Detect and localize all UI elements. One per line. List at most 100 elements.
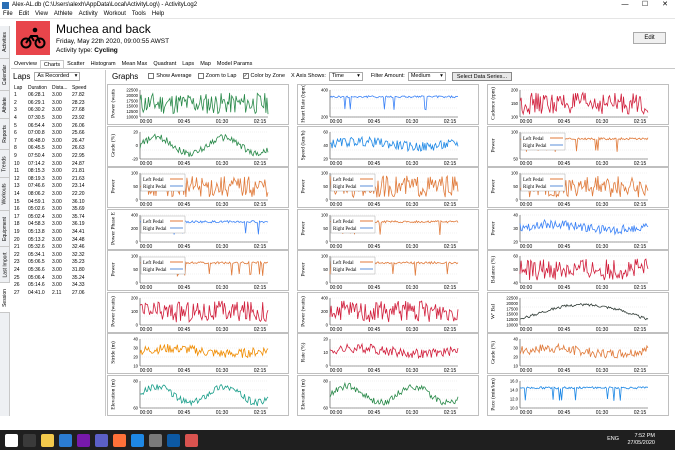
- tab-charts[interactable]: Charts: [39, 60, 65, 68]
- chart-panel[interactable]: Balance (%) 60 50 40 00:00 00:45 01:30 02:15: [487, 250, 669, 291]
- x-axis-select[interactable]: Time ▾: [328, 71, 363, 81]
- lap-row[interactable]: 15 04:59.1 3.00 36.10: [13, 198, 91, 206]
- chart-panel[interactable]: Power 100 50 0 00:00 00:45 01:30 02:15 Left Peda…: [297, 208, 479, 250]
- lap-row[interactable]: 24 05:36.6 3.00 31.80: [13, 267, 91, 275]
- menu-activity[interactable]: Activity: [78, 11, 98, 17]
- lap-row[interactable]: 5 06:54.4 3.00 26.06: [13, 122, 91, 130]
- sidebar-tab-equipment[interactable]: Equipment: [0, 211, 10, 247]
- chart-panel[interactable]: Grade (%) 20 0 -20 00:00 00:45 01:30 02:15: [107, 125, 289, 167]
- filter-select[interactable]: Medium ▾: [407, 71, 446, 81]
- lap-row[interactable]: 8 06:45.5 3.00 26.63: [13, 145, 91, 153]
- tab-laps[interactable]: Laps: [182, 61, 195, 67]
- zoom-to-lap-checkbox[interactable]: Zoom to Lap: [197, 73, 237, 79]
- sidebar-tab-reports[interactable]: Reports: [0, 119, 10, 150]
- chart-panel[interactable]: Power 100 50 0 00:00 00:45 01:30 02:15 Left Peda…: [297, 167, 479, 208]
- menu-workout[interactable]: Workout: [103, 11, 126, 17]
- task-view-icon[interactable]: [23, 433, 36, 447]
- chart-panel[interactable]: Power 100 50 0 00:00 00:45 01:30 02:15 Left Peda…: [487, 167, 669, 208]
- lap-row[interactable]: 10 07:14.2 3.00 24.87: [13, 160, 91, 168]
- select-data-series-button[interactable]: Select Data Series...: [451, 71, 512, 81]
- sidebar-tab-workouts[interactable]: Workouts: [0, 178, 10, 211]
- chart-panel[interactable]: Stride (m) 40 30 20 10 00:00 00:45 01:30 02:15: [107, 333, 289, 374]
- lap-row[interactable]: 14 08:06.2 3.00 22.20: [13, 191, 91, 199]
- lap-row[interactable]: 19 05:13.8 3.00 34.41: [13, 229, 91, 237]
- lap-row[interactable]: 16 05:02.6 3.00 35.69: [13, 206, 91, 214]
- lap-row[interactable]: 1 06:28.1 3.00 27.82: [13, 92, 91, 100]
- sidebar-tab-athlete[interactable]: Athlete: [0, 91, 10, 119]
- chart-panel[interactable]: W' Bal 22500 20000 17500 15000 12500 10000 00:0…: [487, 291, 669, 333]
- tab-overview[interactable]: Overview: [14, 61, 37, 67]
- lap-row[interactable]: 27 04:41.0 2.11 27.06: [13, 289, 91, 297]
- settings-icon[interactable]: [149, 433, 162, 447]
- tab-model-params[interactable]: Model Params: [216, 61, 253, 67]
- close-button[interactable]: ✕: [662, 1, 668, 8]
- edit-button[interactable]: Edit: [633, 32, 666, 44]
- chart-panel[interactable]: Power 100 50 0 00:00 00:45 01:30 02:15 Left Peda…: [297, 250, 479, 291]
- chart-panel[interactable]: Power 100 50 0 00:00 00:45 01:30 02:15 Left Peda…: [107, 167, 289, 208]
- chart-panel[interactable]: Rate (%) 20 10 0 00:00 00:45 01:30 02:15: [297, 333, 479, 374]
- chart-panel[interactable]: Power 40 30 20 00:00 00:45 01:30 02:15: [487, 208, 669, 250]
- chart-panel[interactable]: Cadence (rpm) 200 150 100 00:00 00:45 01:30 02:…: [487, 84, 669, 125]
- sidebar-tab-activities[interactable]: Activities: [0, 26, 10, 59]
- menu-athlete[interactable]: Athlete: [53, 11, 73, 17]
- laps-column-header[interactable]: Speed: [72, 85, 87, 91]
- chart-panel[interactable]: Pace (min/km) 16.0 14.0 12.0 10.0 00:00 00:45 0…: [487, 374, 669, 416]
- maximize-button[interactable]: ☐: [641, 1, 649, 8]
- chart-panel[interactable]: Power Phase E 400 200 0 00:00 00:45 01:30 02:15…: [107, 208, 289, 250]
- menu-help[interactable]: Help: [151, 11, 165, 17]
- lap-row[interactable]: 6 07:00.8 3.00 25.66: [13, 130, 91, 138]
- lap-row[interactable]: 4 07:30.5 3.00 23.92: [13, 115, 91, 123]
- sidebar-tab-session[interactable]: Session: [0, 283, 10, 313]
- minimize-button[interactable]: —: [621, 1, 629, 8]
- lap-row[interactable]: 23 05:06.5 3.00 35.23: [13, 259, 91, 267]
- activitylog-icon[interactable]: [185, 433, 198, 447]
- lap-row[interactable]: 3 06:30.2 3.00 27.68: [13, 107, 91, 115]
- menu-edit[interactable]: Edit: [18, 11, 30, 17]
- lap-row[interactable]: 25 05:06.4 3.00 35.24: [13, 274, 91, 282]
- language-indicator[interactable]: ENG: [607, 436, 619, 442]
- lap-row[interactable]: 7 06:48.0 3.00 26.47: [13, 138, 91, 146]
- lap-row[interactable]: 13 07:46.6 3.00 23.14: [13, 183, 91, 191]
- menu-file[interactable]: File: [3, 11, 13, 17]
- chrome-icon[interactable]: [131, 433, 144, 447]
- sidebar-tab-trends[interactable]: Trends: [0, 150, 10, 178]
- menu-view[interactable]: View: [35, 11, 48, 17]
- word-icon[interactable]: [59, 433, 72, 447]
- lap-row[interactable]: 21 05:32.6 3.00 32.46: [13, 244, 91, 252]
- tab-histogram[interactable]: Histogram: [90, 61, 116, 67]
- tab-scatter[interactable]: Scatter: [67, 61, 85, 67]
- tab-quadrant[interactable]: Quadrant: [153, 61, 177, 67]
- laps-mode-select[interactable]: As Recorded ▾: [34, 71, 81, 81]
- firefox-icon[interactable]: [113, 433, 126, 447]
- sidebar-tab-calendar[interactable]: Calendar: [0, 59, 10, 91]
- lap-row[interactable]: 11 08:15.3 3.00 21.81: [13, 168, 91, 176]
- laps-column-header[interactable]: Lap: [14, 85, 23, 91]
- chart-panel[interactable]: Power (watts) 400 200 0 00:00 00:45 01:30 02:15: [297, 291, 479, 333]
- chart-panel[interactable]: Power 100 50 00:00 00:45 01:30 02:15 Left Pedal…: [487, 125, 669, 167]
- chart-panel[interactable]: Power 100 50 0 00:00 00:45 01:30 02:15 Left Peda…: [107, 250, 289, 291]
- chart-panel[interactable]: Power (watts 22500 20000 17500 15000 12500 100…: [107, 84, 289, 125]
- tab-mean-max[interactable]: Mean Max: [121, 61, 148, 67]
- lap-row[interactable]: 9 07:50.4 3.00 22.95: [13, 153, 91, 161]
- clock[interactable]: 7:52 PM 27/05/2020: [627, 433, 655, 446]
- chart-panel[interactable]: Speed (km/h) 60 40 20 00:00 00:45 01:30 02:15: [297, 125, 479, 167]
- teams-icon[interactable]: [95, 433, 108, 447]
- color-by-zone-checkbox[interactable]: ✓ Color by Zone: [242, 73, 286, 79]
- chart-panel[interactable]: Grade (%) 40 30 20 10 00:00 00:45 01:30 02:15: [487, 333, 669, 374]
- lap-row[interactable]: 17 05:02.4 3.00 35.74: [13, 214, 91, 222]
- lap-row[interactable]: 18 04:58.3 3.00 36.19: [13, 221, 91, 229]
- chart-panel[interactable]: Heart Rate (bpm) 400 200 00:00 00:45 01:30 02:…: [297, 84, 479, 125]
- lap-row[interactable]: 12 08:19.3 3.00 21.63: [13, 176, 91, 184]
- sidebar-tab-last-import[interactable]: Last Import: [0, 247, 10, 283]
- chart-panel[interactable]: Elevation (m) 80 60 00:00 00:45 01:30 02:15: [107, 374, 289, 416]
- tab-map[interactable]: Map: [200, 61, 211, 67]
- lap-row[interactable]: 26 05:14.6 3.00 34.33: [13, 282, 91, 290]
- file-explorer-icon[interactable]: [41, 433, 54, 447]
- chart-panel[interactable]: Elevation (m) 80 60 00:00 00:45 01:30 02:15: [297, 374, 479, 416]
- lap-row[interactable]: 2 06:29.1 3.00 28.23: [13, 100, 91, 108]
- laps-column-header[interactable]: Duration: [28, 85, 47, 91]
- menu-tools[interactable]: Tools: [131, 11, 146, 17]
- laps-column-header[interactable]: Dista...: [52, 85, 68, 91]
- windows-start-icon[interactable]: [5, 433, 18, 447]
- lap-row[interactable]: 22 05:34.1 3.00 32.32: [13, 251, 91, 259]
